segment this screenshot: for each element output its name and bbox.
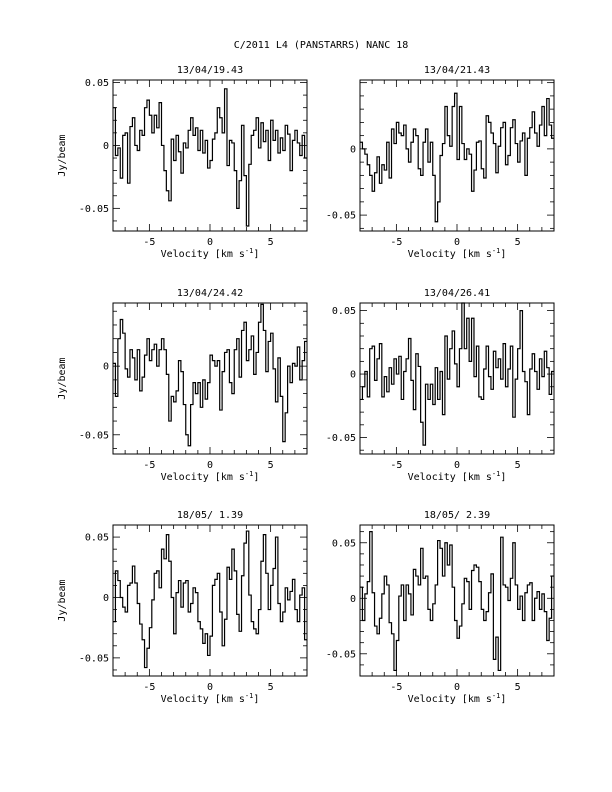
chart-panel-1: 13/04/19.43 -5 0 5 0.05 0 -0.05 Velocity [km s-…	[57, 65, 308, 260]
plot-frame	[112, 79, 308, 232]
x-axis-label: Velocity [km s-1]	[161, 247, 260, 260]
x-axis-label: Velocity [km s-1]	[161, 692, 260, 705]
panel-title: 13/04/19.43	[177, 65, 243, 76]
chart-panel-3: 13/04/24.42 -5 0 5 0 -0.05 Velocity [km s-1] Jy…	[57, 288, 308, 483]
x-axis-label: Velocity [km s-1]	[408, 692, 507, 705]
x-tick-label: 5	[515, 460, 521, 471]
y-tick-label: 0.05	[85, 78, 109, 89]
y-tick-label: -0.05	[326, 649, 356, 660]
y-tick-label: 0	[350, 594, 356, 605]
x-tick-label: 0	[454, 682, 460, 693]
y-tick-label: 0.05	[85, 533, 109, 544]
spectrum-line	[113, 303, 307, 447]
panels: 13/04/19.43 -5 0 5 0.05 0 -0.05 Velocity [km s-…	[57, 65, 555, 705]
chart-panel-5: 18/05/ 1.39 -5 0 5 0.05 0 -0.05 Velocity [km s-…	[57, 510, 308, 705]
y-tick-label: 0	[103, 141, 109, 152]
figure-title: C/2011 L4 (PANSTARRS) NANC 18	[234, 40, 409, 51]
x-tick-label: -5	[143, 682, 155, 693]
chart-panel-6: 18/05/ 2.39 -5 0 5 0.05 0 -0.05 Velocity [km s-…	[326, 510, 555, 705]
y-tick-label: -0.05	[79, 430, 109, 441]
y-tick-label: 0	[350, 144, 356, 155]
y-tick-label: 0	[103, 362, 109, 373]
x-tick-label: -5	[143, 237, 155, 248]
y-tick-label: 0.05	[332, 306, 356, 317]
y-tick-label: -0.05	[79, 653, 109, 664]
y-tick-label: -0.05	[79, 204, 109, 215]
y-tick-label: 0	[350, 370, 356, 381]
x-axis-label: Velocity [km s-1]	[408, 247, 507, 260]
y-tick-label: 0	[103, 593, 109, 604]
spectrum-line	[360, 531, 554, 672]
panel-title: 18/05/ 1.39	[177, 510, 243, 521]
y-axis-label: Jy/beam	[57, 357, 68, 399]
spectrum-line	[360, 302, 554, 446]
x-tick-label: 0	[207, 237, 213, 248]
x-axis-label: Velocity [km s-1]	[161, 470, 260, 483]
x-tick-label: 5	[515, 237, 521, 248]
y-tick-label: -0.05	[326, 211, 356, 222]
x-tick-label: 0	[454, 460, 460, 471]
chart-panel-2: 13/04/21.43 -5 0 5 0 -0.05 Velocity [km s-1]	[326, 65, 555, 260]
x-tick-label: 5	[515, 682, 521, 693]
spectrum-line	[113, 88, 307, 227]
panel-title: 18/05/ 2.39	[424, 510, 490, 521]
x-tick-label: -5	[390, 460, 402, 471]
y-axis-label: Jy/beam	[57, 134, 68, 176]
spectrum-line	[113, 530, 307, 669]
x-tick-label: 0	[207, 682, 213, 693]
x-tick-label: 0	[207, 460, 213, 471]
panel-title: 13/04/24.42	[177, 288, 243, 299]
panel-title: 13/04/26.41	[424, 288, 490, 299]
x-tick-label: 5	[268, 682, 274, 693]
x-tick-label: 5	[268, 237, 274, 248]
x-axis-label: Velocity [km s-1]	[408, 470, 507, 483]
x-tick-label: -5	[390, 237, 402, 248]
spectrum-line	[360, 92, 554, 223]
x-tick-label: 0	[454, 237, 460, 248]
x-tick-label: -5	[390, 682, 402, 693]
chart-panel-4: 13/04/26.41 -5 0 5 0.05 0 -0.05 Velocity [km s-…	[326, 288, 555, 483]
y-tick-label: 0.05	[332, 538, 356, 549]
y-tick-label: -0.05	[326, 433, 356, 444]
x-tick-label: 5	[268, 460, 274, 471]
y-axis-label: Jy/beam	[57, 579, 68, 621]
x-tick-label: -5	[143, 460, 155, 471]
panel-title: 13/04/21.43	[424, 65, 490, 76]
